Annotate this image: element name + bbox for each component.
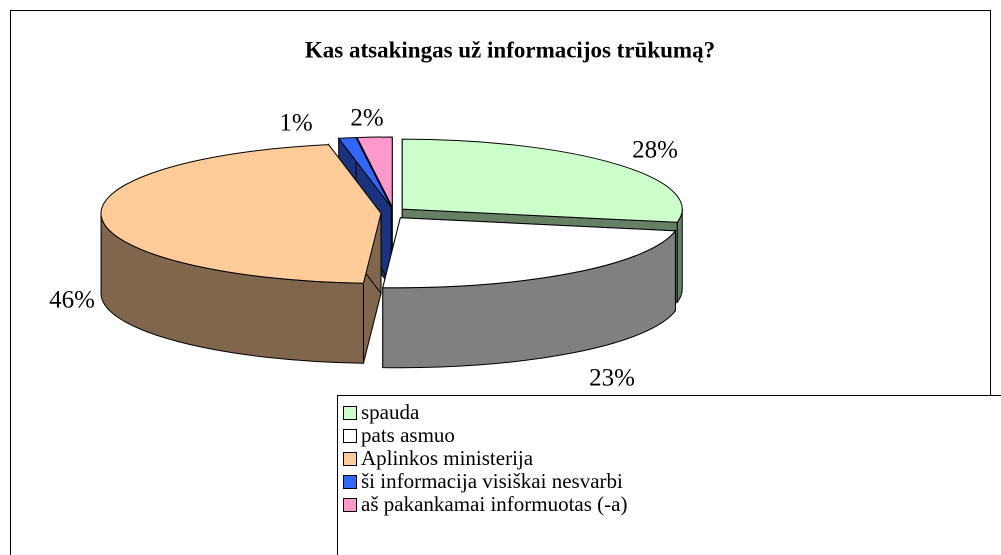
- data-label: 46%: [49, 287, 95, 314]
- pie: 28% 23% 46% 1% 2%: [49, 105, 683, 392]
- data-label: 2%: [350, 105, 383, 132]
- legend: [337, 395, 1001, 555]
- legend-swatch: [343, 429, 357, 443]
- legend-swatch: [343, 498, 357, 512]
- slice: [401, 138, 683, 223]
- slice-side: [676, 209, 683, 304]
- slice: [337, 137, 392, 208]
- legend-label: pats asmuo: [361, 423, 455, 447]
- slice: [100, 144, 382, 284]
- legend-label: ši informacija visiškai nesvarbi: [361, 469, 623, 493]
- chart-title: Kas atsakingas už informacijos trūkumą?: [305, 37, 715, 62]
- data-label: 1%: [279, 110, 312, 137]
- legend-swatch: [343, 452, 357, 466]
- legend-label: Aplinkos ministerija: [361, 446, 534, 470]
- data-label: 28%: [632, 137, 678, 164]
- legend-swatch: [343, 406, 357, 420]
- data-label: 23%: [589, 365, 635, 392]
- legend-label: aš pakankamai informuotas (-a): [361, 492, 627, 516]
- legend-swatch: [343, 475, 357, 489]
- slice: [356, 136, 393, 208]
- slice: [382, 217, 677, 289]
- legend-label: spauda: [361, 400, 420, 424]
